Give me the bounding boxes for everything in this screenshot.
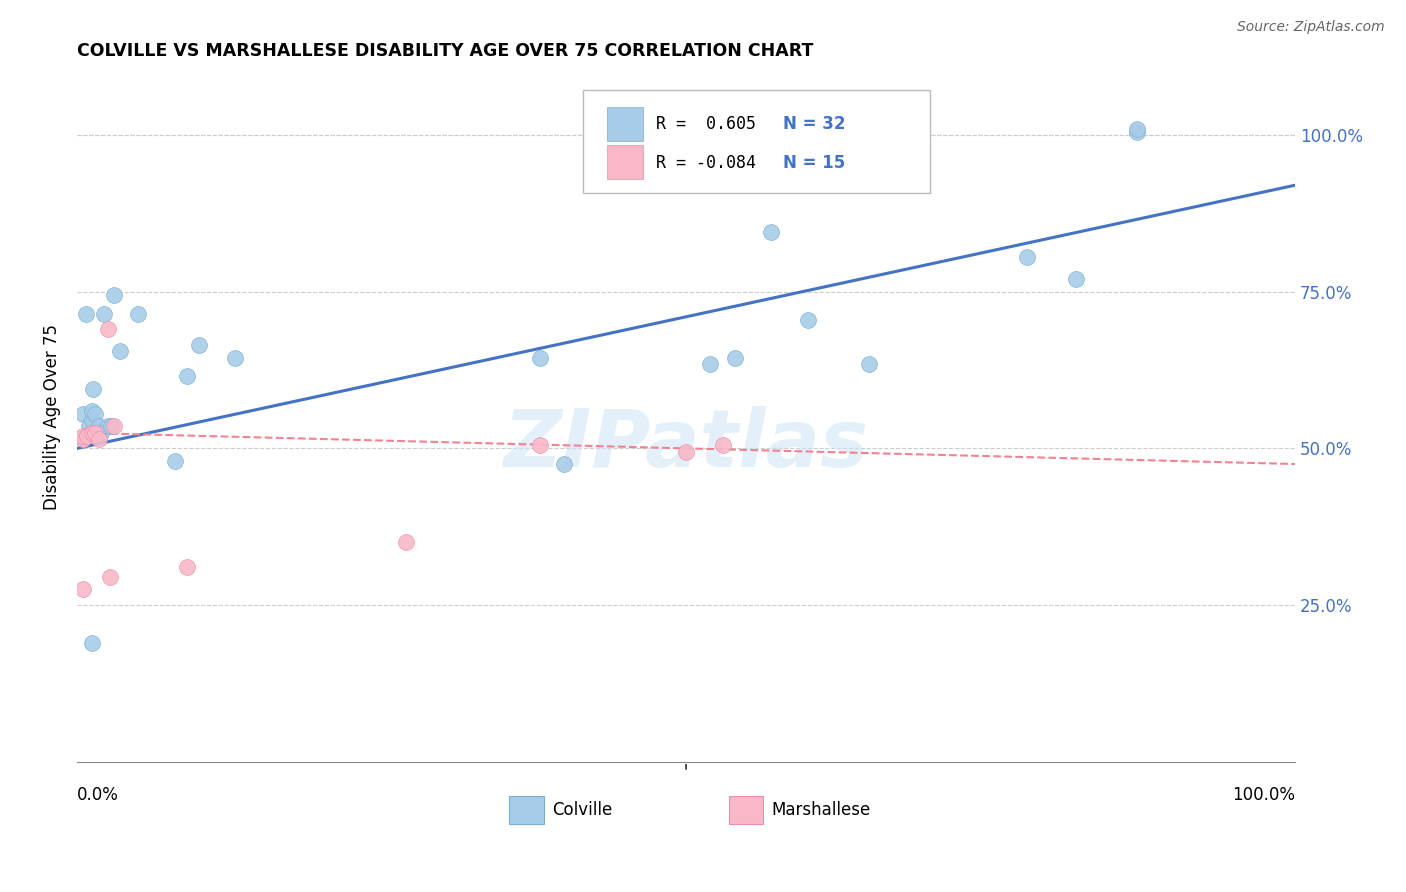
Point [103,419,125,434]
Point [77,425,100,440]
Point [87,419,110,434]
Point [100,419,122,434]
Text: N = 15: N = 15 [783,154,846,172]
Point [77,419,100,434]
Point [76,429,98,443]
Text: 100.0%: 100.0% [1232,786,1295,804]
Text: COLVILLE VS MARSHALLESE DISABILITY AGE OVER 75 CORRELATION CHART: COLVILLE VS MARSHALLESE DISABILITY AGE O… [77,42,814,60]
Point [72,432,94,446]
Point [224,351,246,365]
Point [797,313,820,327]
Bar [607,145,644,179]
Point [176,369,198,384]
Point [553,457,575,471]
Point [103,288,125,302]
Point [72,582,94,597]
Point [1064,272,1087,286]
Text: Colville: Colville [553,801,613,819]
Bar [607,107,644,141]
Point [529,351,551,365]
Point [711,438,734,452]
Point [108,344,131,359]
Point [75,307,97,321]
Text: R =  0.605: R = 0.605 [655,115,755,133]
FancyBboxPatch shape [582,90,929,193]
Text: N = 32: N = 32 [783,115,846,133]
Text: ZIPatlas: ZIPatlas [503,406,869,483]
Point [82,382,104,396]
Bar [509,797,544,823]
Point [87,432,110,446]
Point [699,357,721,371]
Point [90,425,112,440]
Point [80,425,103,440]
Point [84,407,107,421]
Point [96,419,118,434]
Point [80,404,103,418]
Point [176,560,198,574]
Point [395,535,418,549]
Point [98,570,121,584]
Point [127,307,149,321]
Point [72,432,94,446]
Point [529,438,551,452]
Bar [728,797,763,823]
Text: R = -0.084: R = -0.084 [655,154,755,172]
Point [72,429,94,443]
Point [96,322,118,336]
Point [187,338,209,352]
Point [761,225,783,239]
Y-axis label: Disability Age Over 75: Disability Age Over 75 [44,324,60,510]
Point [1015,250,1038,264]
Text: 0.0%: 0.0% [77,786,120,804]
Point [163,454,186,468]
Point [80,635,103,649]
Point [84,425,107,440]
Point [724,351,747,365]
Point [72,407,94,421]
Point [1125,125,1147,139]
Text: Source: ZipAtlas.com: Source: ZipAtlas.com [1237,21,1385,34]
Text: Marshallese: Marshallese [772,801,870,819]
Point [675,444,697,458]
Point [858,357,880,371]
Point [1125,121,1147,136]
Point [93,307,115,321]
Point [80,413,103,427]
